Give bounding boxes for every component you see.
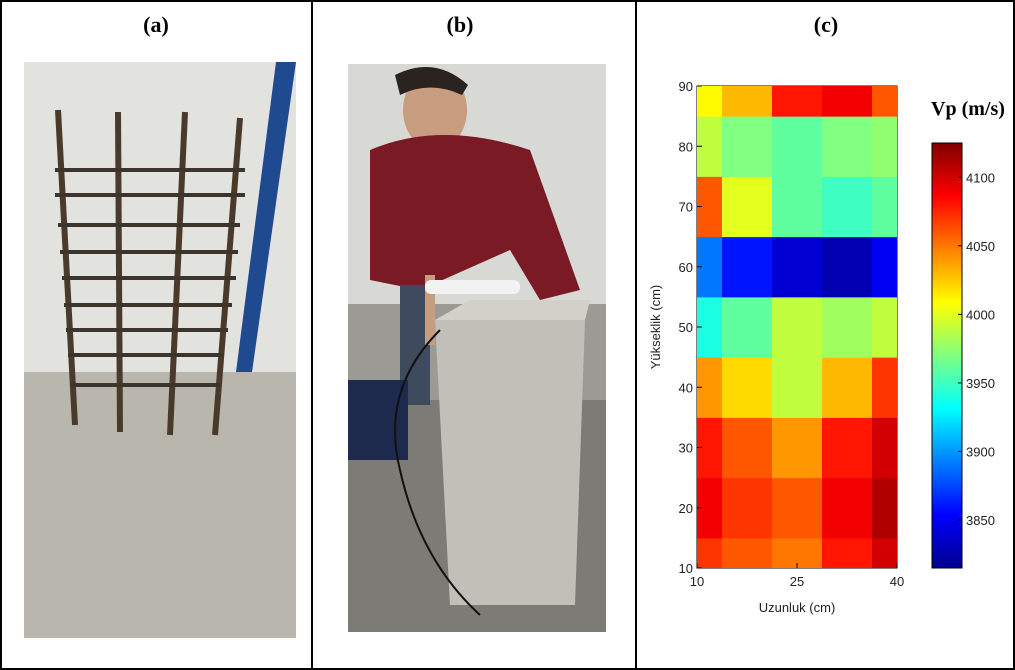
heat-cell xyxy=(822,297,873,358)
heat-cell xyxy=(722,237,773,298)
heat-cell xyxy=(722,417,773,478)
x-tick-label: 40 xyxy=(890,574,904,589)
colorbar xyxy=(932,143,962,568)
panel-label: (b) xyxy=(447,12,474,37)
y-tick-label: 80 xyxy=(679,139,693,154)
heat-cell xyxy=(822,56,873,117)
heat-cell xyxy=(722,478,773,539)
heat-cell xyxy=(722,176,773,237)
colorbar-tick-label: 3900 xyxy=(966,444,995,459)
y-tick-label: 70 xyxy=(679,200,693,215)
panel-label: (c) xyxy=(814,12,838,37)
colorbar-tick-label: 3850 xyxy=(966,513,995,528)
heat-cell xyxy=(722,116,773,177)
heat-cell xyxy=(722,56,773,117)
heat-cell xyxy=(822,237,873,298)
y-tick-label: 50 xyxy=(679,320,693,335)
heat-cell xyxy=(772,116,823,177)
heat-cell xyxy=(772,237,823,298)
x-axis-label: Uzunluk (cm) xyxy=(759,600,836,615)
colorbar-tick-label: 3950 xyxy=(966,376,995,391)
heat-cell xyxy=(772,478,823,539)
heat-cell xyxy=(772,176,823,237)
x-tick-label: 25 xyxy=(790,574,804,589)
heat-cell xyxy=(822,116,873,177)
heat-cell xyxy=(822,417,873,478)
y-axis-label: Yükseklik (cm) xyxy=(648,285,663,370)
photo-rebar xyxy=(24,62,296,638)
heat-cell xyxy=(772,297,823,358)
y-tick-label: 60 xyxy=(679,260,693,275)
y-tick-label: 30 xyxy=(679,441,693,456)
panel-label: (a) xyxy=(143,12,169,37)
y-tick-label: 20 xyxy=(679,501,693,516)
heat-cell xyxy=(772,56,823,117)
y-tick-label: 90 xyxy=(679,79,693,94)
heat-cell xyxy=(822,357,873,418)
heat-cell xyxy=(822,478,873,539)
y-tick-label: 10 xyxy=(679,561,693,576)
heat-cell xyxy=(722,297,773,358)
photo-test xyxy=(348,64,606,632)
heat-cell xyxy=(722,357,773,418)
figure: (a) (b) (c) xyxy=(0,0,1015,670)
colorbar-title: Vp (m/s) xyxy=(931,98,1005,120)
heat-cell xyxy=(772,357,823,418)
colorbar-tick-label: 4000 xyxy=(966,307,995,322)
y-tick-label: 40 xyxy=(679,380,693,395)
heat-cell xyxy=(772,417,823,478)
x-tick-label: 10 xyxy=(690,574,704,589)
heat-cell xyxy=(822,176,873,237)
colorbar-tick-label: 4050 xyxy=(966,239,995,254)
colorbar-tick-label: 4100 xyxy=(966,170,995,185)
